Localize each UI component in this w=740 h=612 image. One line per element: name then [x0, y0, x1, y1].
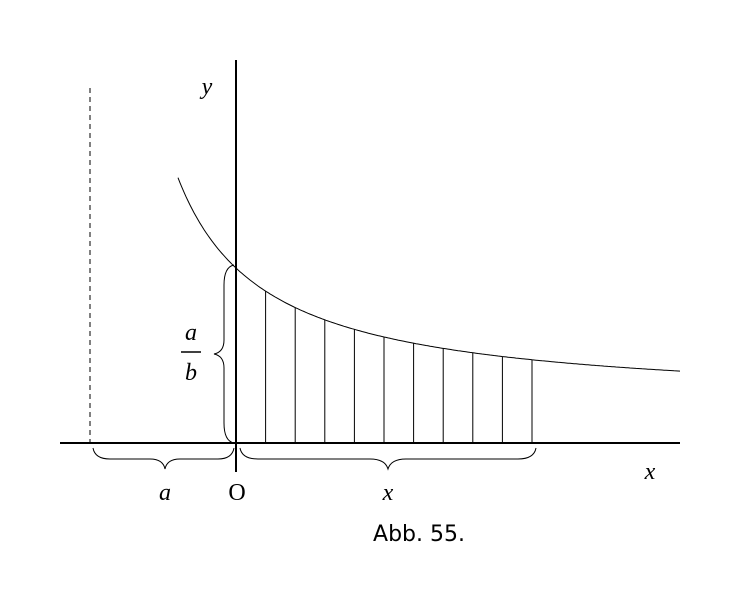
x-axis-label: x: [644, 459, 656, 485]
curve-group: [177, 177, 681, 443]
brace-right: [239, 447, 537, 471]
caption: Abb. 55.: [373, 522, 465, 547]
origin-label: O: [228, 480, 245, 506]
curve: [177, 177, 681, 372]
fraction-denominator: b: [185, 360, 197, 386]
y-axis-label: y: [200, 74, 213, 100]
brace-left: [92, 447, 235, 470]
brace-right-label: x: [382, 480, 394, 506]
brace-vertical: [213, 264, 235, 444]
fraction-numerator: a: [185, 320, 197, 346]
brace-left-label: a: [159, 480, 171, 506]
